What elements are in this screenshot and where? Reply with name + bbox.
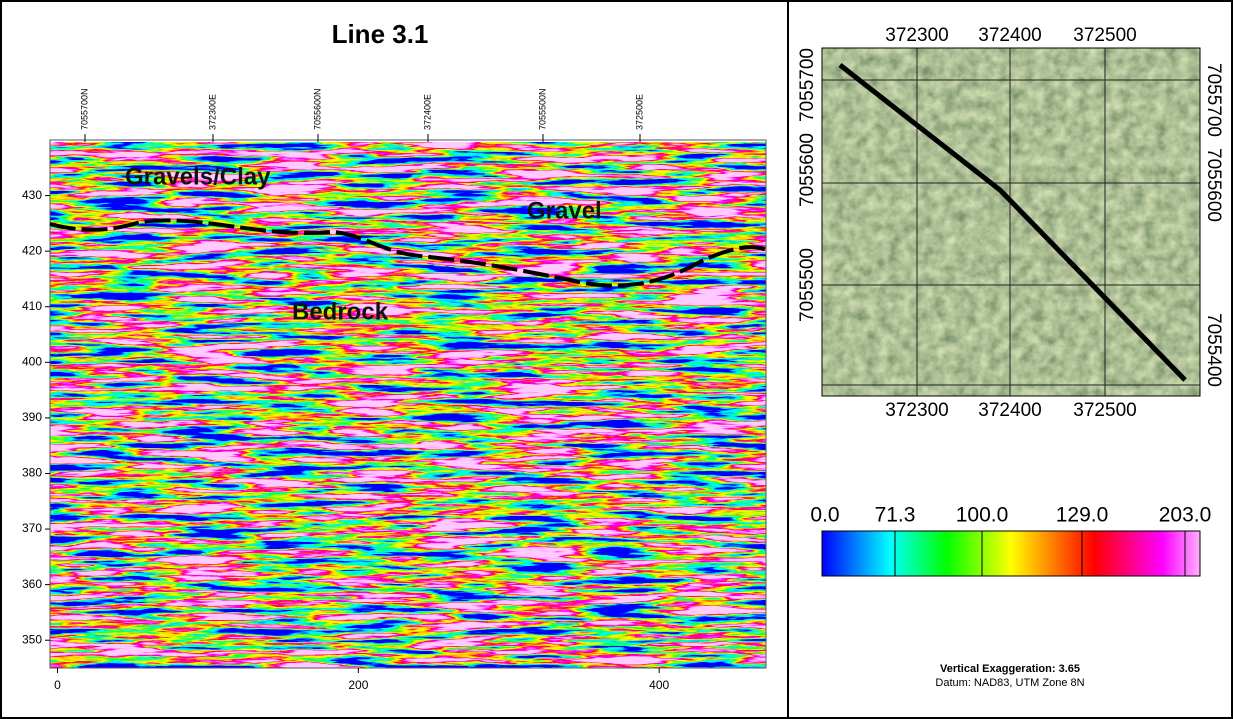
y-tick-label: 370 [22,521,42,535]
y-tick-label: 410 [22,299,42,313]
y-tick-label: 400 [22,354,42,368]
map-label: 7055600 [1203,148,1224,222]
coordinate-label: 372400E [422,94,432,130]
map-label: 7055500 [797,248,818,322]
y-tick-label: 390 [22,410,42,424]
aerial-photo [822,48,1200,396]
map-label: 372400 [978,25,1041,46]
annotation: Bedrock [292,298,389,325]
annotation: Gravels/Clay [125,163,271,190]
annotation: Gravel [527,197,602,224]
map-label: 7055400 [1203,313,1224,387]
x-tick-label: 400 [649,678,669,692]
colorbar-label: 203.0 [1159,504,1212,527]
map-label: 7055700 [1203,63,1224,137]
y-tick-label: 380 [22,466,42,480]
map-label: 372400 [978,400,1041,421]
map-label: 7055700 [797,48,818,122]
coordinate-label: 7055600N [312,88,322,130]
y-tick-label: 350 [22,632,42,646]
colorbar-label: 71.3 [875,504,916,527]
coordinate-label: 7055700N [79,88,89,130]
map-label: 372500 [1073,400,1136,421]
coordinate-label: 7055500N [537,88,547,130]
colorbar-labels: 0.0 71.3 100.0 129.0 203.0 [810,504,1211,527]
y-tick-label: 420 [22,243,42,257]
y-tick-label: 360 [22,577,42,591]
colorbar-label: 129.0 [1056,504,1109,527]
colorbar-label: 0.0 [810,504,839,527]
y-tick-label: 430 [22,188,42,202]
map-label: 372500 [1073,25,1136,46]
map-label: 372300 [885,400,948,421]
profile-title: Line 3.1 [332,19,429,49]
colorbar [822,531,1200,576]
coordinate-label: 372300E [207,94,217,130]
map-label: 372300 [885,25,948,46]
figure: Line 3.1 350 360 370 380 390 400 410 420 430 0 200… [0,0,1233,719]
colorbar-label: 100.0 [956,504,1009,527]
footer-line: Vertical Exaggeration: 3.65 [940,663,1080,675]
x-tick-label: 0 [54,678,61,692]
coordinate-label: 372500E [634,94,644,130]
x-tick-label: 200 [348,678,368,692]
footer-line: Datum: NAD83, UTM Zone 8N [935,677,1084,689]
map-label: 7055600 [797,133,818,207]
